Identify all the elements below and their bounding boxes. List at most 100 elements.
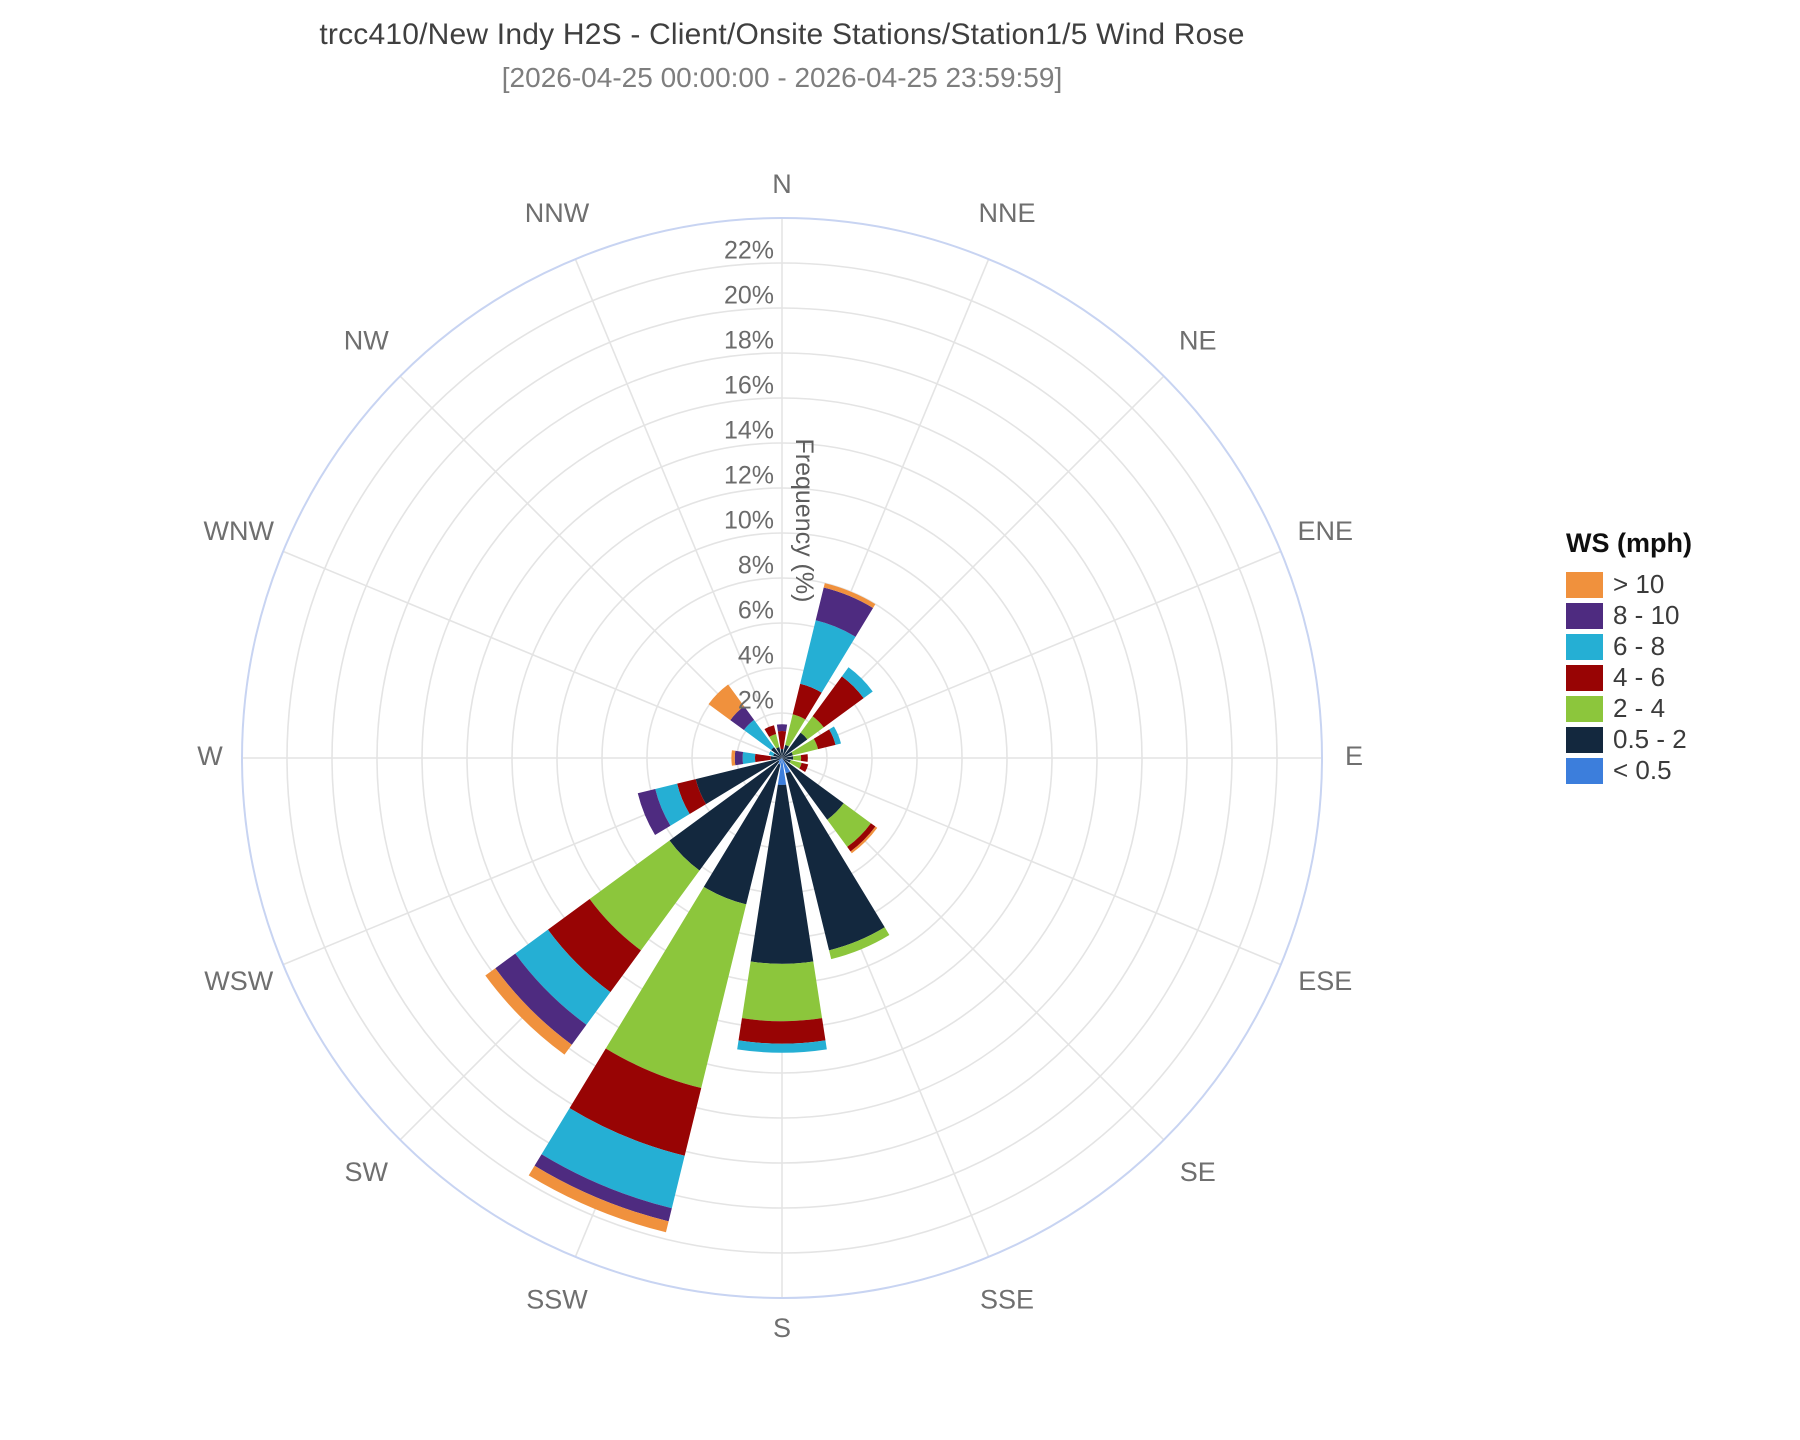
petal-segment-SSE-<0.5 xyxy=(782,758,791,774)
legend-swatch xyxy=(1566,757,1603,784)
petal-segment-WNW-6-8 xyxy=(768,750,775,756)
petal-segment-SSW-6-8 xyxy=(541,1108,685,1209)
petal-segment-SSW-2-4 xyxy=(605,886,747,1089)
radial-tick-12: 12% xyxy=(724,462,774,490)
radial-tick-18: 18% xyxy=(724,327,774,355)
petal-segment-E-2-4 xyxy=(793,755,802,761)
petal-segment-S-0.5-2 xyxy=(750,784,814,964)
petal-segment-NNW-2-4 xyxy=(769,733,780,749)
petal-segment-SW-6-8 xyxy=(515,929,611,1025)
petal-segment-NE-0.5-2 xyxy=(782,732,808,758)
petal-segment-WNW-0.5-2 xyxy=(773,753,782,758)
petal-segment-NE-6-8 xyxy=(841,667,873,699)
legend-row-<0.5[interactable]: < 0.5 xyxy=(1566,755,1692,786)
compass-label-NNW: NNW xyxy=(525,198,590,228)
petal-segment-W->10 xyxy=(731,750,736,766)
petal-segment-SW-0.5-2 xyxy=(669,760,780,871)
radial-tick-16: 16% xyxy=(724,372,774,400)
petal-segment-S-4-6 xyxy=(738,1018,826,1044)
petal-segment-SW-8-10 xyxy=(495,953,587,1045)
radial-axis-title: Frequency (%) xyxy=(790,439,818,603)
compass-label-WNW: WNW xyxy=(204,516,275,546)
chart-subtitle: [2026-04-25 00:00:00 - 2026-04-25 23:59:… xyxy=(501,62,1063,93)
petal-segment-N-4-6 xyxy=(777,731,787,750)
petal-segment-ENE-4-6 xyxy=(813,729,836,750)
compass-label-SSE: SSE xyxy=(980,1284,1034,1314)
legend-row-0.5-2[interactable]: 0.5 - 2 xyxy=(1566,724,1692,755)
petal-segment-W-6-8 xyxy=(742,752,756,764)
petal-segment-ENE-2-4 xyxy=(791,738,819,756)
radial-tick-4: 4% xyxy=(738,642,774,670)
title-block: trcc410/New Indy H2S - Client/Onsite Sta… xyxy=(0,18,1564,94)
legend-label: 6 - 8 xyxy=(1613,631,1666,661)
compass-label-SE: SE xyxy=(1180,1157,1216,1187)
compass-label-ESE: ESE xyxy=(1298,966,1352,996)
legend-label: < 0.5 xyxy=(1613,755,1672,785)
outer-ring xyxy=(241,217,1323,1299)
petal-segment-WSW-8-10 xyxy=(637,789,671,836)
petal-segment-S-<0.5 xyxy=(777,758,787,786)
petal-segment-ESE-0.5-2 xyxy=(782,758,791,763)
legend-row-2-4[interactable]: 2 - 4 xyxy=(1566,693,1692,724)
legend-swatch xyxy=(1566,664,1603,691)
petal-segment-WSW-6-8 xyxy=(655,783,690,826)
petal-segment-E-4-6 xyxy=(800,754,808,762)
petal-segment-SW-<0.5 xyxy=(778,758,782,762)
petal-segment-SSE-0.5-2 xyxy=(785,771,885,951)
legend-label: 8 - 10 xyxy=(1613,600,1680,630)
radial-tick-14: 14% xyxy=(724,417,774,445)
compass-label-WSW: WSW xyxy=(204,966,273,996)
petal-segment-NE-4-6 xyxy=(812,676,864,728)
petal-segment-W-4-6 xyxy=(755,753,771,763)
petal-segment-SSW->10 xyxy=(528,1165,669,1233)
chart-title: trcc410/New Indy H2S - Client/Onsite Sta… xyxy=(319,18,1245,51)
petal-segment-NE-2-4 xyxy=(800,716,824,740)
petal-segment-ESE-4-6 xyxy=(799,762,809,773)
radial-tick-20: 20% xyxy=(724,282,774,310)
petal-segment-SE-0.5-2 xyxy=(782,758,844,820)
compass-label-S: S xyxy=(773,1313,791,1343)
legend-row-4-6[interactable]: 4 - 6 xyxy=(1566,662,1692,693)
compass-label-NW: NW xyxy=(344,325,389,355)
grid-spoke-WNW xyxy=(282,550,783,759)
legend-row->10[interactable]: > 10 xyxy=(1566,569,1692,600)
petal-segment-SSW-0.5-2 xyxy=(703,763,781,905)
radial-tick-2: 2% xyxy=(738,687,774,715)
petal-segment-SW->10 xyxy=(485,968,572,1055)
legend-row-6-8[interactable]: 6 - 8 xyxy=(1566,631,1692,662)
legend-row-8-10[interactable]: 8 - 10 xyxy=(1566,600,1692,631)
petal-segment-S-2-4 xyxy=(741,961,823,1022)
legend-label: 4 - 6 xyxy=(1613,662,1666,692)
petal-segment-WSW-4-6 xyxy=(677,779,707,815)
legend-label: 0.5 - 2 xyxy=(1613,724,1687,754)
petal-segment-SE->10 xyxy=(850,826,878,854)
radial-tick-8: 8% xyxy=(738,552,774,580)
legend-swatch xyxy=(1566,695,1603,722)
petal-segment-NNE-0.5-2 xyxy=(782,744,790,758)
legend-swatch xyxy=(1566,726,1603,753)
petal-segment-ENE-6-8 xyxy=(829,726,842,745)
grid-spoke-NNW xyxy=(574,258,783,759)
petal-segment-SSE-2-4 xyxy=(829,927,890,960)
radial-tick-6: 6% xyxy=(738,597,774,625)
compass-label-E: E xyxy=(1345,741,1363,771)
petal-segment-SE-2-4 xyxy=(827,803,871,847)
compass-label-N: N xyxy=(772,169,792,199)
legend-swatch xyxy=(1566,633,1603,660)
compass-label-SSW: SSW xyxy=(526,1284,588,1314)
compass-label-W: W xyxy=(197,741,223,771)
petal-segment-N-8-10 xyxy=(776,724,788,732)
petal-segment-NW->10 xyxy=(708,684,745,721)
legend-title: WS (mph) xyxy=(1566,528,1692,558)
petal-segment-S-6-8 xyxy=(737,1040,827,1053)
petal-segment-SSW-<0.5 xyxy=(778,758,782,765)
compass-label-NNE: NNE xyxy=(979,198,1036,228)
radial-tick-22: 22% xyxy=(724,237,774,265)
radial-tick-10: 10% xyxy=(724,507,774,535)
petal-segment-ENE-0.5-2 xyxy=(782,752,793,758)
petal-segment-NNE->10 xyxy=(823,583,876,608)
